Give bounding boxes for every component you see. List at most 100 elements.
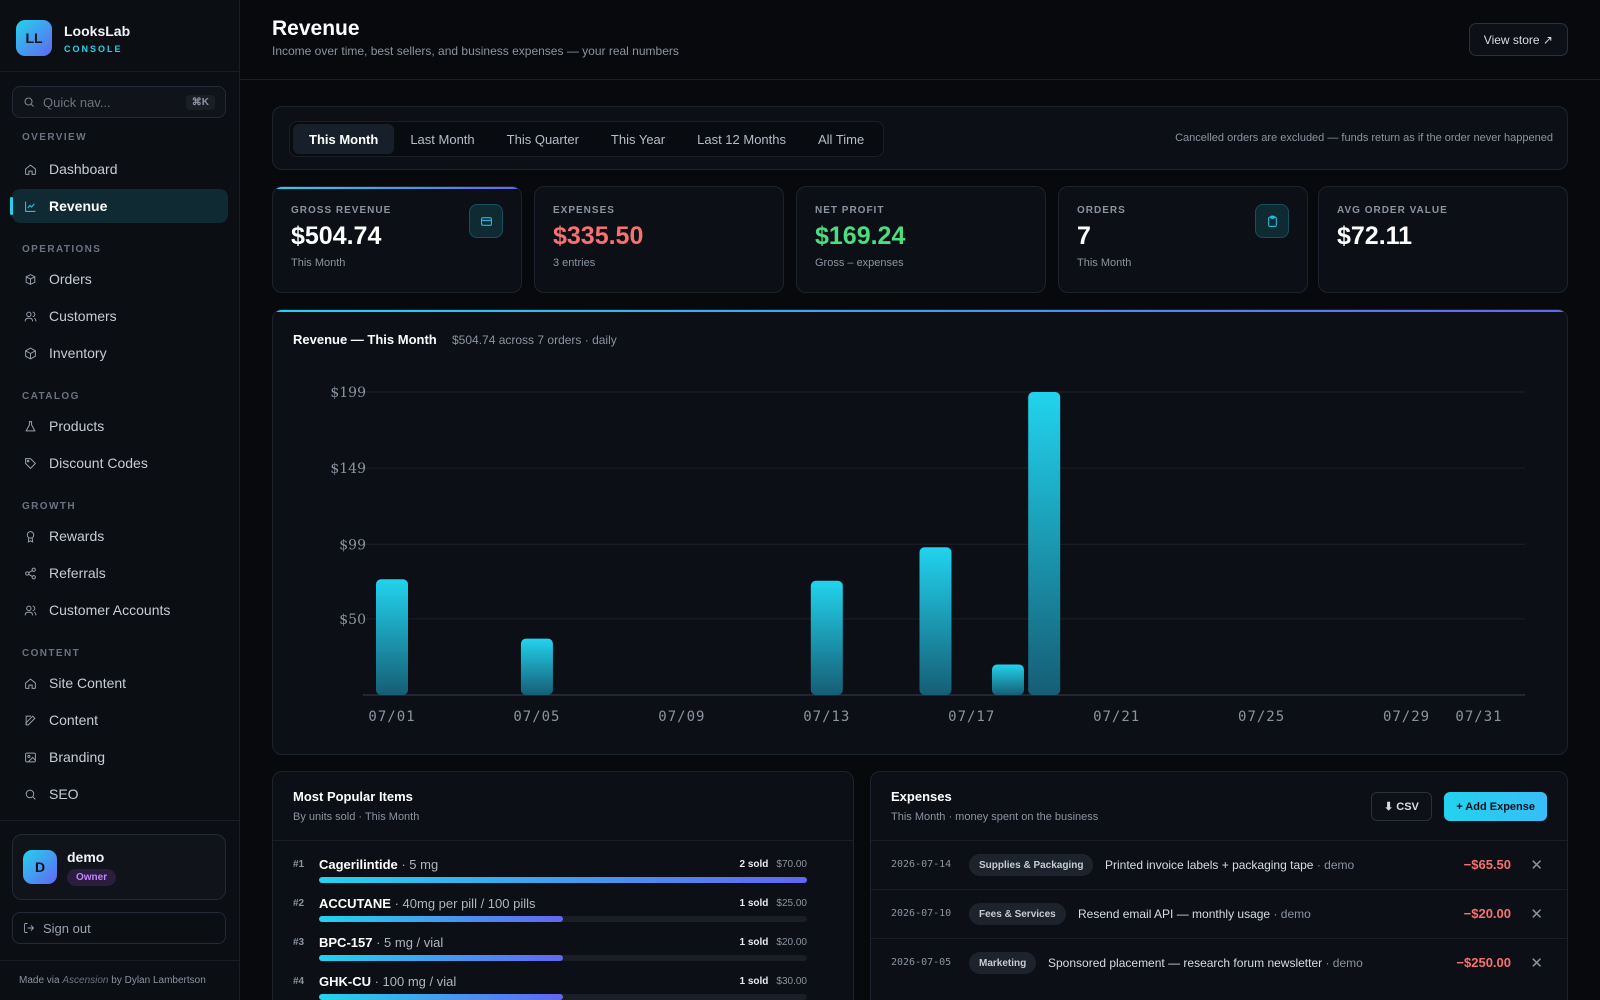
view-store-button[interactable]: View store ↗	[1468, 23, 1568, 56]
close-icon[interactable]: ✕	[1530, 857, 1543, 874]
brand-name: LooksLab	[64, 22, 131, 39]
brand-subtitle: CONSOLE	[64, 43, 123, 54]
brand-logo: LL	[16, 20, 52, 56]
revenue-chart: $50 $99 $149 $199 07/01 07/05 07/09 07/13 07/17 0…	[330, 385, 1525, 725]
kpi-value: $169.24	[815, 222, 906, 250]
tab-this-month[interactable]: This Month	[293, 124, 395, 154]
share-bar	[319, 955, 807, 961]
kpi-net-profit: NET PROFIT $169.24 Gross – expenses	[796, 186, 1046, 293]
chart-bar[interactable]	[376, 579, 408, 695]
flask-icon	[25, 420, 36, 431]
item-name: Cagerilintide · 5 mg	[319, 857, 438, 872]
quick-nav-input[interactable]: Quick nav... ⌘K	[12, 86, 226, 118]
product-name: Cagerilintide	[319, 857, 398, 872]
expense-date: 2026-07-14	[891, 859, 952, 870]
sidebar-item-products[interactable]: Products	[12, 409, 228, 443]
x-tick-label: 07/29	[1383, 709, 1430, 725]
card-title: Most Popular Items	[293, 789, 413, 804]
tab-last-12-months[interactable]: Last 12 Months	[697, 131, 786, 147]
sidebar-item-orders[interactable]: Orders	[12, 262, 228, 296]
sidebar-item-site-content[interactable]: Site Content	[12, 666, 228, 700]
range-note: Cancelled orders are excluded — funds re…	[1175, 132, 1553, 144]
tag-icon	[25, 457, 37, 469]
kpi-label: EXPENSES	[553, 205, 615, 216]
chart-bar[interactable]	[1028, 392, 1061, 695]
close-icon[interactable]: ✕	[1530, 906, 1543, 923]
list-item[interactable]: #1 Cagerilintide · 5 mg 2 sold $70.00	[293, 854, 807, 890]
sidebar-item-dashboard[interactable]: Dashboard	[12, 152, 228, 186]
description-text: Printed invoice labels + packaging tape	[1105, 858, 1314, 872]
added-by: · demo	[1322, 956, 1363, 970]
sidebar-item-rewards[interactable]: Rewards	[12, 519, 228, 553]
x-tick-label: 07/13	[803, 709, 850, 725]
kpi-label: ORDERS	[1077, 205, 1126, 216]
sidebar-item-label: Site Content	[49, 675, 127, 691]
added-by: · demo	[1313, 858, 1355, 872]
credit-prefix: Made via	[19, 975, 63, 986]
rank: #2	[293, 898, 305, 909]
chart-bar[interactable]	[520, 638, 553, 695]
expenses-card: Expenses This Month · money spent on the…	[870, 771, 1568, 1000]
tab-this-year[interactable]: This Year	[610, 131, 666, 147]
nav-section-operations: OPERATIONS	[22, 244, 102, 255]
expense-description: Sponsored placement — research forum new…	[1048, 956, 1363, 970]
kpi-expenses: EXPENSES $335.50 3 entries	[534, 186, 784, 293]
tab-last-month[interactable]: Last Month	[410, 131, 475, 147]
sidebar-item-branding[interactable]: Branding	[12, 740, 228, 774]
sidebar-item-discount-codes[interactable]: Discount Codes	[12, 446, 228, 480]
csv-export-button[interactable]: ⬇ CSV	[1371, 792, 1432, 821]
sidebar-divider	[0, 820, 240, 821]
range-tabs: This Month Last Month This Quarter This …	[289, 121, 885, 157]
share-bar-fill	[319, 994, 563, 1000]
sidebar-item-referrals[interactable]: Referrals	[12, 556, 228, 590]
list-item[interactable]: #2 ACCUTANE · 40mg per pill / 100 pills 1 …	[293, 893, 807, 929]
close-icon[interactable]: ✕	[1530, 955, 1543, 972]
sign-out-button[interactable]: Sign out	[12, 912, 226, 944]
chart-bar[interactable]	[991, 664, 1024, 695]
expense-description: Printed invoice labels + packaging tape …	[1105, 858, 1354, 872]
share-bar-fill	[319, 916, 563, 922]
table-row[interactable]: 2026-07-10 Fees & Services Resend email AP…	[871, 889, 1567, 938]
cube-icon	[25, 347, 36, 359]
divider	[273, 840, 853, 841]
sidebar-item-inventory[interactable]: Inventory	[12, 336, 228, 370]
kpi-orders: ORDERS 7 This Month	[1058, 186, 1308, 293]
share-bar-fill	[319, 955, 563, 961]
popular-items-card: Most Popular Items By units sold · This …	[272, 771, 854, 1000]
kpi-value: 7	[1077, 222, 1091, 250]
nav-section-overview: OVERVIEW	[22, 132, 87, 143]
sidebar-item-customers[interactable]: Customers	[12, 299, 228, 333]
sidebar-item-customer-accounts[interactable]: Customer Accounts	[12, 593, 228, 627]
table-row[interactable]: 2026-07-14 Supplies & Packaging Printed in…	[871, 840, 1567, 889]
units-sold: 2 sold	[739, 859, 769, 870]
logout-icon	[24, 923, 35, 933]
rank: #4	[293, 976, 305, 987]
brand[interactable]: LL LooksLab CONSOLE	[0, 0, 239, 72]
add-expense-button[interactable]: + Add Expense	[1444, 792, 1547, 821]
tab-this-quarter[interactable]: This Quarter	[506, 131, 579, 147]
sidebar-item-revenue[interactable]: Revenue	[10, 189, 228, 223]
user-card[interactable]: D demo Owner	[12, 834, 226, 900]
tab-all-time[interactable]: All Time	[818, 131, 865, 147]
x-tick-label: 07/01	[368, 709, 415, 725]
chart-bar[interactable]	[919, 547, 952, 695]
list-item[interactable]: #3 BPC-157 · 5 mg / vial 1 sold $20.00	[293, 932, 807, 968]
kpi-sub: 3 entries	[553, 257, 596, 269]
share-icon	[25, 567, 36, 579]
nav-section-catalog: CATALOG	[22, 391, 80, 402]
y-tick-label: $50	[339, 612, 366, 628]
list-item[interactable]: #4 GHK-CU · 100 mg / vial 1 sold $30.00	[293, 971, 807, 1000]
share-bar	[319, 916, 807, 922]
image-icon	[25, 752, 36, 762]
variant: · 5 mg / vial	[372, 935, 444, 950]
sign-out-label: Sign out	[43, 920, 91, 936]
credit-footer: Made via Ascension by Dylan Lambertson	[0, 960, 240, 1000]
category-badge: Fees & Services	[969, 903, 1066, 925]
chart-bar[interactable]	[810, 580, 843, 695]
y-tick-label: $99	[339, 537, 366, 553]
revenue-chart-card: $50 $99 $149 $199 07/01 07/05 07/09 07/13 07/17 0…	[272, 309, 1568, 755]
credit-tool[interactable]: Ascension	[62, 975, 109, 986]
table-row[interactable]: 2026-07-05 Marketing Sponsored placement —…	[871, 938, 1567, 987]
sidebar-item-content[interactable]: Content	[12, 703, 228, 737]
sidebar-item-seo[interactable]: SEO	[12, 777, 228, 811]
